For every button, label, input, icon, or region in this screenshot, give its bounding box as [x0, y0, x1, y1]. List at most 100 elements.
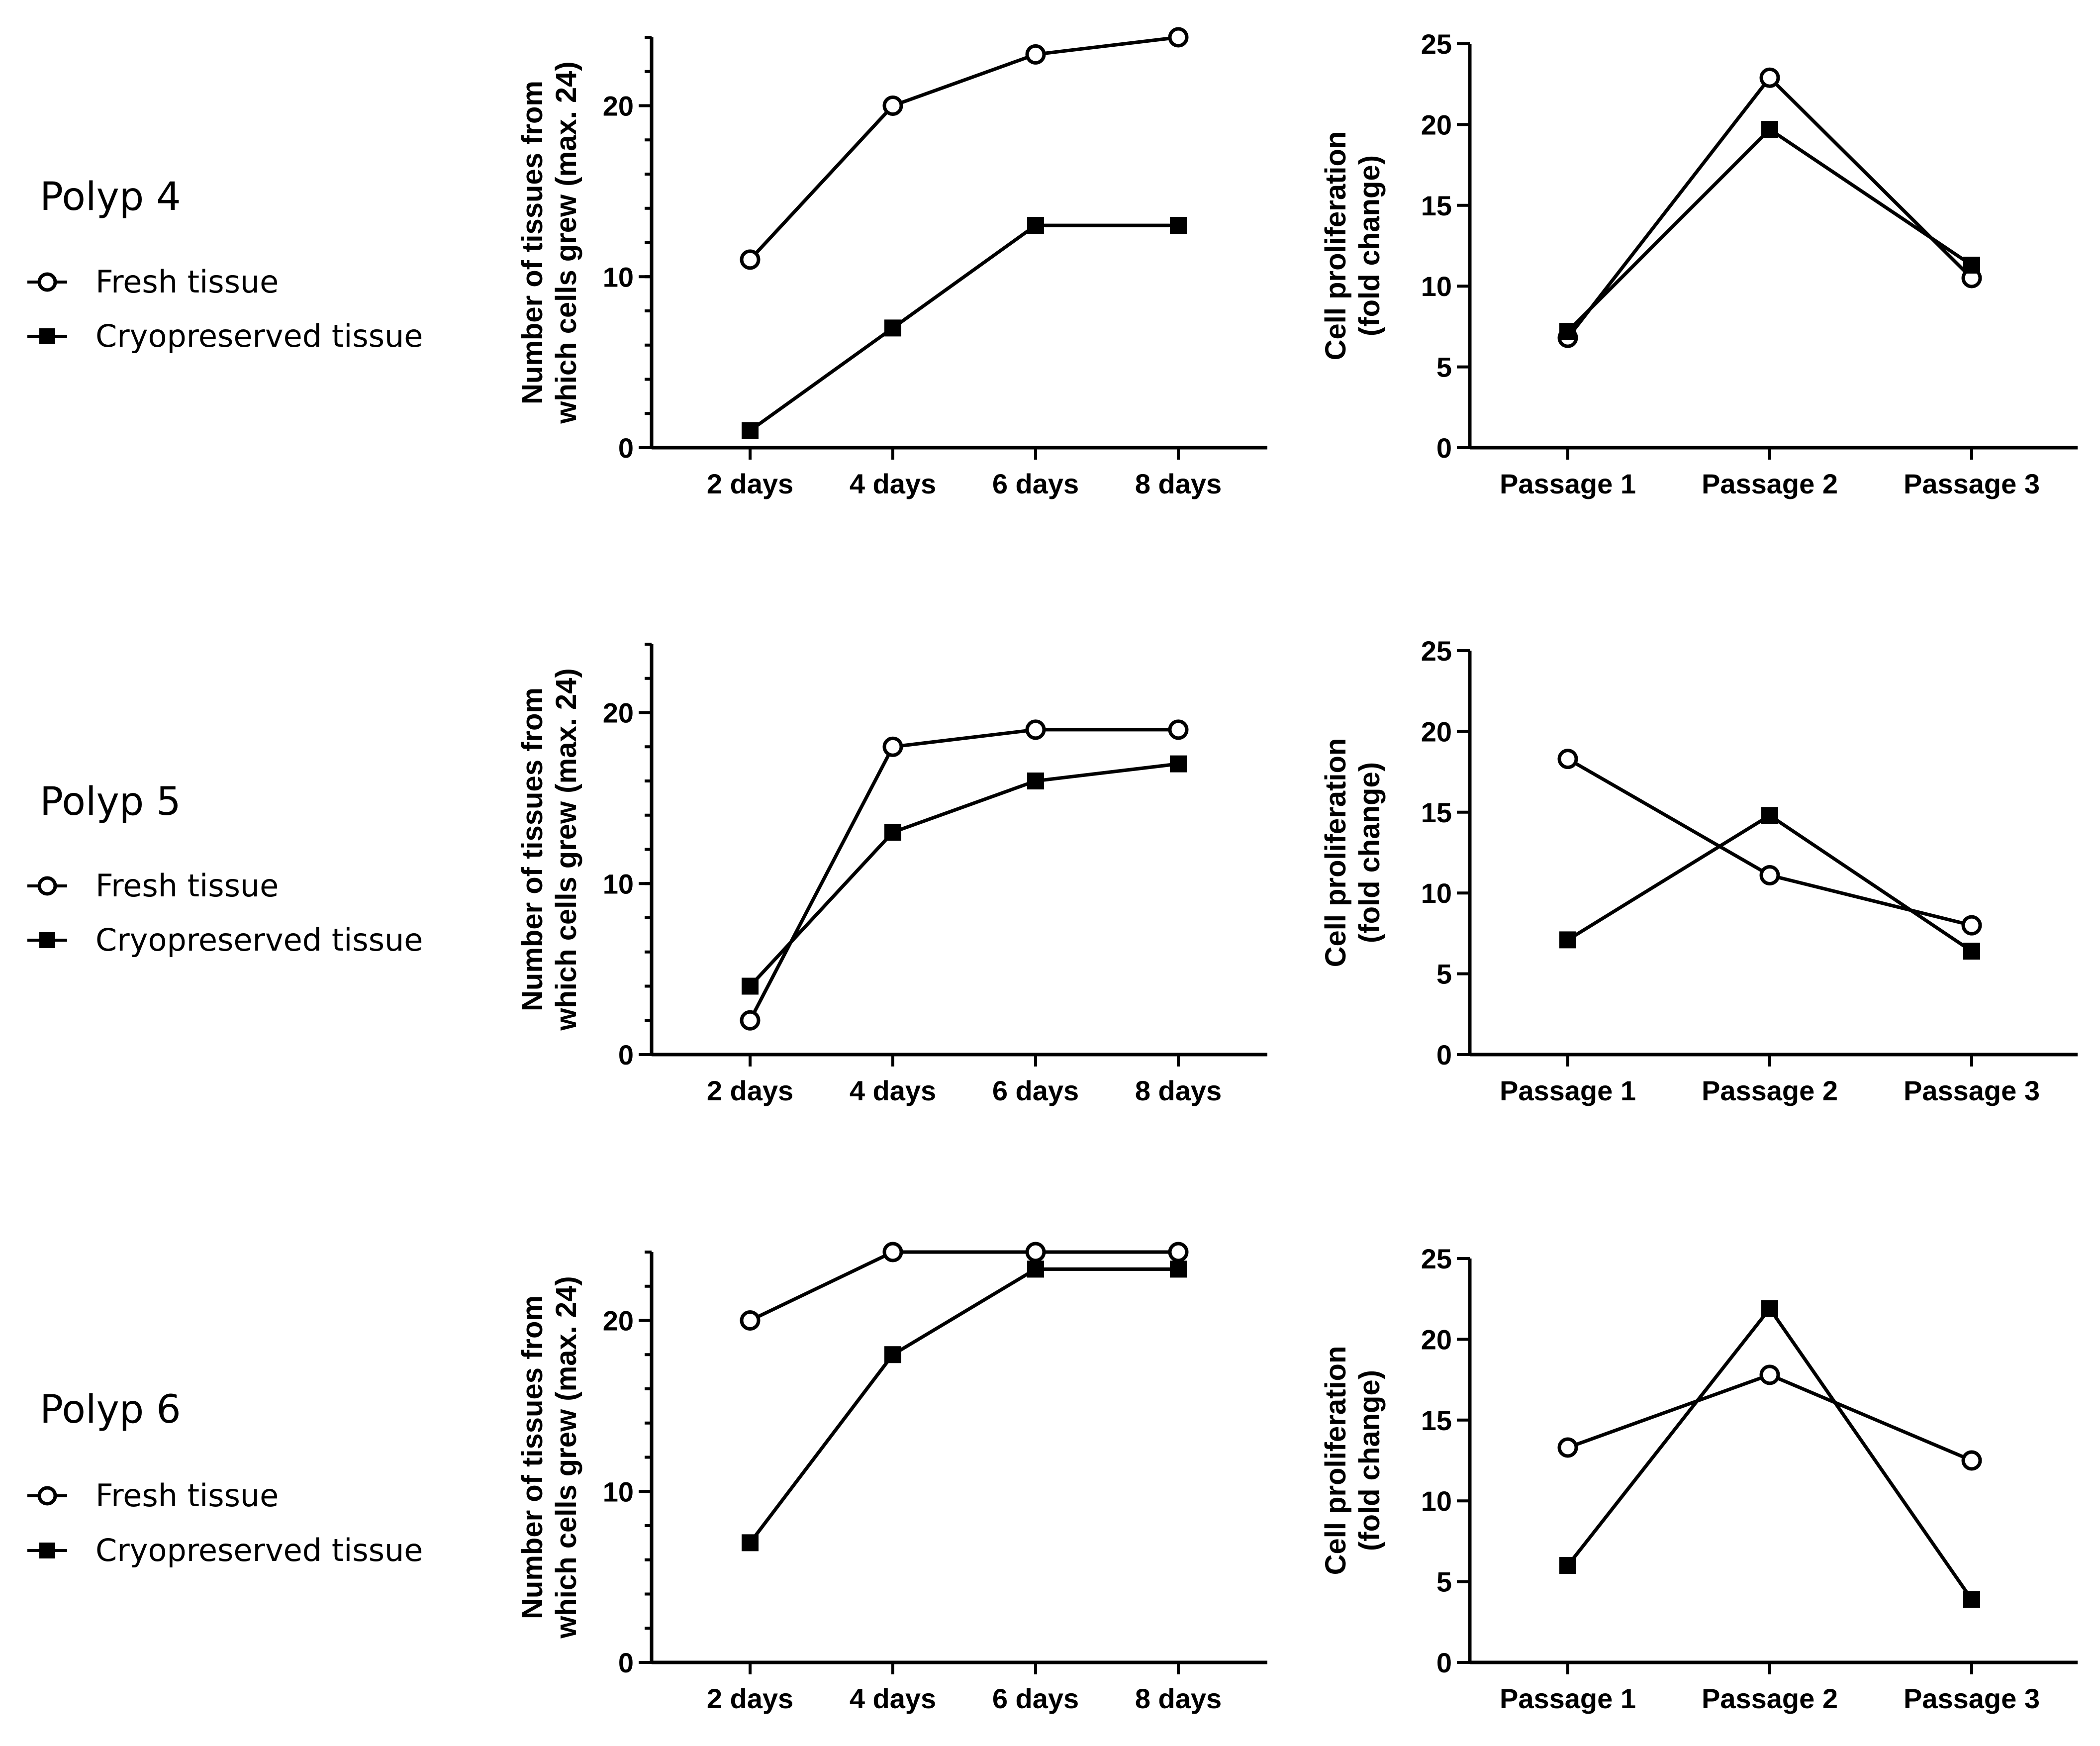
data-point-cryo [1027, 773, 1044, 789]
y-axis-title-line: Number of tissues from [516, 687, 549, 1011]
data-point-cryo [1170, 217, 1187, 234]
y-tick-label: 25 [1421, 1243, 1452, 1274]
series-line-fresh [749, 35, 1179, 261]
y-axis-title-line: Cell proliferation [1320, 738, 1352, 968]
data-point-fresh [1557, 1437, 1578, 1458]
y-tick-label: 20 [603, 1305, 634, 1337]
x-tick-label: Passage 3 [1904, 1683, 2040, 1714]
chart-polyp-4-cell-proliferation: 0 5 10 15 20 25 Passage 1 Passage 2 Passage 3 Cel… [1320, 28, 2078, 499]
data-point-cryo [1027, 1261, 1044, 1278]
data-point-fresh [1759, 1364, 1780, 1385]
data-point-fresh [1557, 749, 1578, 770]
y-axis-title-line: (fold change) [1353, 762, 1386, 943]
data-point-fresh [882, 736, 903, 757]
y-axis-title: Cell proliferation(fold change) [1320, 131, 1386, 361]
legend-cryo-marker [39, 932, 55, 948]
data-point-fresh [740, 1010, 761, 1031]
x-tick-label: 6 days [992, 1683, 1079, 1714]
data-point-cryo [1559, 1557, 1576, 1574]
y-tick-label: 10 [603, 1476, 634, 1507]
legend-item-cryo: Cryopreserved tissue [27, 318, 423, 354]
y-axis-title: Cell proliferation(fold change) [1320, 738, 1386, 968]
y-axis-title-line: Number of tissues from [516, 81, 549, 404]
chart-polyp-6-cell-proliferation: 0 5 10 15 20 25 Passage 1 Passage 2 Passage 3 Cel… [1320, 1243, 2078, 1714]
x-tick-label: 4 days [850, 1075, 936, 1106]
y-axis-title: Cell proliferation(fold change) [1320, 1346, 1386, 1575]
data-point-cryo [1027, 217, 1044, 234]
y-tick-label: 10 [1421, 877, 1452, 909]
x-tick-label: Passage 1 [1500, 1075, 1636, 1106]
x-tick-label: 2 days [707, 1075, 793, 1106]
data-point-cryo [742, 422, 759, 439]
data-point-cryo [742, 1534, 759, 1552]
series-line-cryo [1566, 127, 1973, 333]
data-point-cryo [1761, 1300, 1778, 1317]
x-tick-label: 4 days [850, 468, 936, 499]
legend-cryo-label: Cryopreserved tissue [95, 318, 423, 354]
data-point-fresh [1961, 1450, 1982, 1471]
chart-polyp-5-tissue-growth: 0 10 20 2 days 4 days 6 days 8 days Number of t… [516, 643, 1267, 1106]
series-line-fresh [1567, 757, 1972, 927]
data-point-cryo [1963, 1591, 1980, 1608]
y-tick-label: 15 [1421, 190, 1452, 221]
data-point-fresh [740, 1310, 761, 1331]
data-point-fresh [1168, 1242, 1189, 1262]
y-axis-title-line: (fold change) [1353, 1370, 1386, 1551]
row-label: Polyp 5 [40, 779, 181, 824]
legend-fresh-label: Fresh tissue [95, 1477, 279, 1514]
legend-item-cryo: Cryopreserved tissue [27, 922, 423, 958]
x-tick-label: 4 days [850, 1683, 936, 1714]
series-line-cryo [749, 1267, 1178, 1544]
series-line-cryo [749, 223, 1178, 432]
y-tick-label: 5 [1436, 1566, 1452, 1598]
row-label: Polyp 4 [40, 175, 181, 219]
data-point-cryo [742, 977, 759, 995]
x-tick-label: Passage 3 [1904, 468, 2040, 499]
y-tick-label: 0 [1436, 1039, 1452, 1070]
row-legend-polyp-5: Polyp 5 Fresh tissue Cryopreserved tissu… [27, 779, 423, 958]
y-tick-label: 5 [1436, 352, 1452, 383]
data-point-cryo [1761, 121, 1778, 138]
data-point-cryo [884, 1346, 901, 1363]
y-tick-label: 10 [1421, 271, 1452, 302]
y-tick-label: 10 [603, 868, 634, 899]
y-tick-label: 0 [1436, 1647, 1452, 1678]
data-point-fresh [1759, 865, 1780, 885]
x-tick-label: 6 days [992, 468, 1079, 499]
data-point-cryo [1963, 943, 1980, 960]
series-line-fresh [749, 1250, 1178, 1322]
y-tick-label: 20 [603, 697, 634, 729]
y-tick-label: 10 [603, 261, 634, 292]
legend-item-fresh: Fresh tissue [27, 1477, 279, 1514]
data-point-fresh [1025, 1242, 1046, 1262]
x-tick-label: 8 days [1135, 1075, 1222, 1106]
data-point-cryo [1170, 1261, 1187, 1278]
x-tick-label: Passage 2 [1702, 468, 1838, 499]
data-point-cryo [1761, 807, 1778, 824]
legend-cryo-label: Cryopreserved tissue [95, 922, 423, 958]
y-tick-label: 25 [1421, 635, 1452, 667]
x-tick-label: 2 days [707, 1683, 793, 1714]
data-point-cryo [884, 824, 901, 841]
series-line-fresh [748, 728, 1178, 1021]
data-point-cryo [1170, 755, 1187, 773]
data-point-fresh [1168, 27, 1189, 48]
series-line-cryo [749, 762, 1179, 987]
y-axis-title-line: which cells grew (max. 24) [550, 61, 582, 424]
legend-item-cryo: Cryopreserved tissue [27, 1532, 423, 1568]
row-legend-polyp-6: Polyp 6 Fresh tissue Cryopreserved tissu… [27, 1387, 423, 1568]
y-axis-title-line: which cells grew (max. 24) [550, 668, 582, 1031]
series-line-fresh [1566, 75, 1973, 339]
data-point-fresh [1759, 67, 1780, 88]
y-tick-label: 15 [1421, 1405, 1452, 1436]
chart-polyp-5-cell-proliferation: 0 5 10 15 20 25 Passage 1 Passage 2 Passage 3 Cel… [1320, 635, 2078, 1106]
data-point-fresh [882, 96, 903, 116]
y-axis-title-line: which cells grew (max. 24) [550, 1276, 582, 1639]
y-tick-label: 20 [603, 91, 634, 122]
y-axis-title-line: Cell proliferation [1320, 1346, 1352, 1575]
x-tick-label: 8 days [1135, 468, 1222, 499]
x-tick-label: Passage 3 [1904, 1075, 2040, 1106]
data-point-fresh [1961, 915, 1982, 936]
data-point-fresh [1168, 719, 1189, 740]
